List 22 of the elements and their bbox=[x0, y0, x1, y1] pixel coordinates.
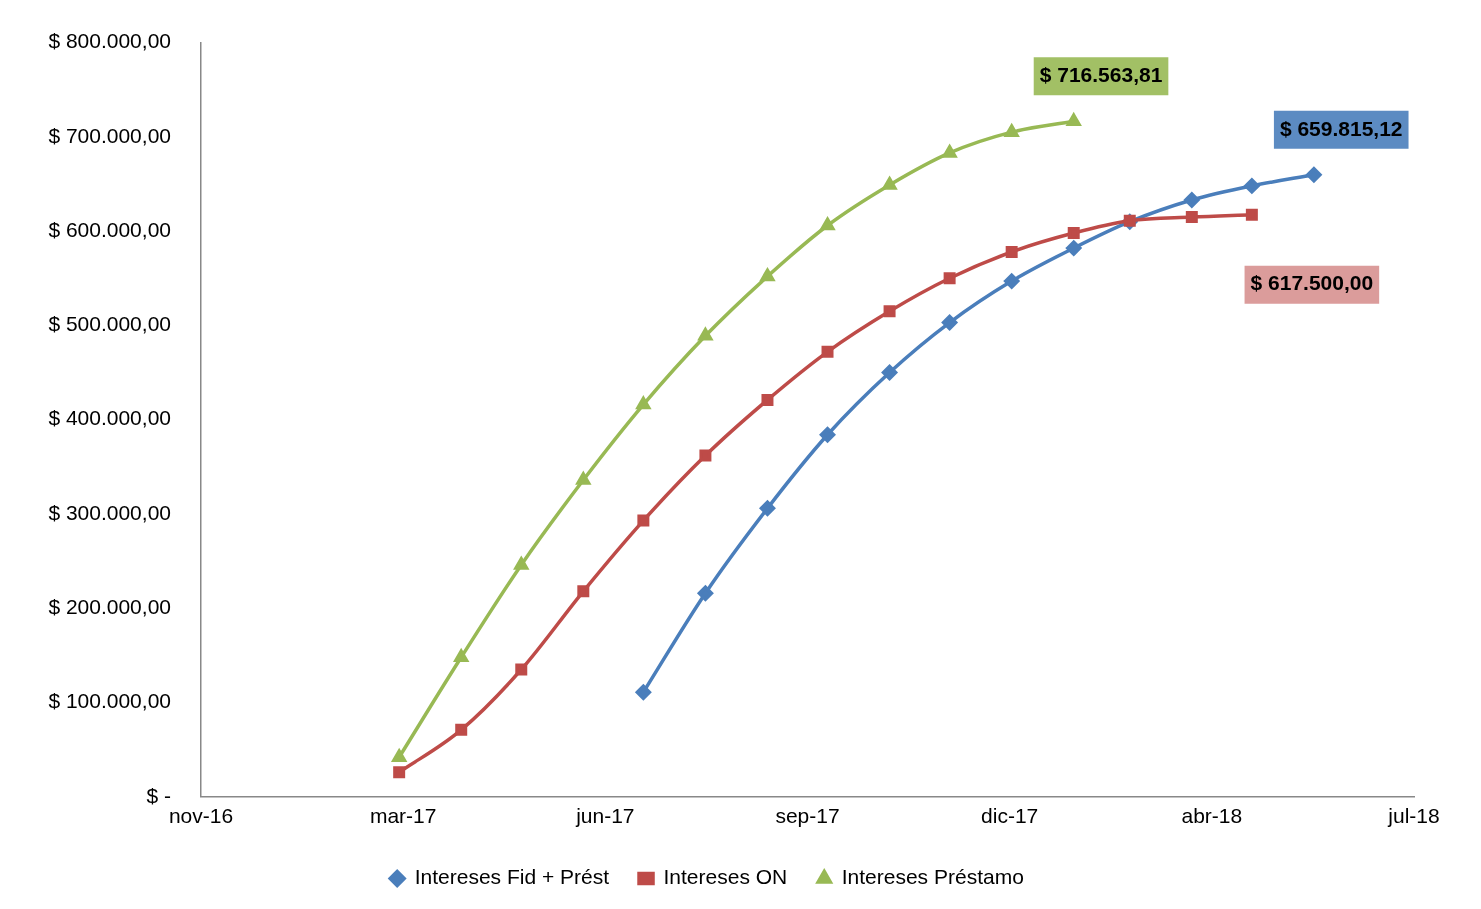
x-tick-label: dic-17 bbox=[981, 804, 1039, 828]
data-label: $ 617.500,00 bbox=[1250, 271, 1374, 295]
x-tick-label: jul-18 bbox=[1387, 804, 1440, 828]
x-tick-label: nov-16 bbox=[168, 804, 234, 828]
data-label: $ 659.815,12 bbox=[1279, 116, 1403, 140]
x-tick-label: abr-18 bbox=[1181, 804, 1243, 828]
y-tick-label: $ 700.000,00 bbox=[48, 123, 171, 147]
y-tick-label: $ 400.000,00 bbox=[48, 406, 171, 430]
y-tick-label: $ 200.000,00 bbox=[48, 595, 171, 619]
x-tick-label: mar-17 bbox=[369, 804, 437, 828]
y-tick-label: $ 300.000,00 bbox=[48, 500, 171, 524]
legend-label: Intereses Fid + Prést bbox=[414, 865, 610, 889]
y-tick-label: $ 800.000,00 bbox=[48, 29, 171, 53]
x-tick-label: jun-17 bbox=[575, 804, 635, 828]
x-tick-label: sep-17 bbox=[775, 804, 840, 828]
y-tick-label: $ 100.000,00 bbox=[48, 689, 171, 713]
legend-label: Intereses ON bbox=[663, 865, 788, 889]
data-label: $ 716.563,81 bbox=[1039, 63, 1163, 87]
y-tick-label: $ 600.000,00 bbox=[48, 217, 171, 241]
y-tick-label: $ 500.000,00 bbox=[48, 312, 171, 336]
y-tick-label: $ - bbox=[146, 783, 171, 807]
legend-label: Intereses Préstamo bbox=[841, 865, 1024, 889]
